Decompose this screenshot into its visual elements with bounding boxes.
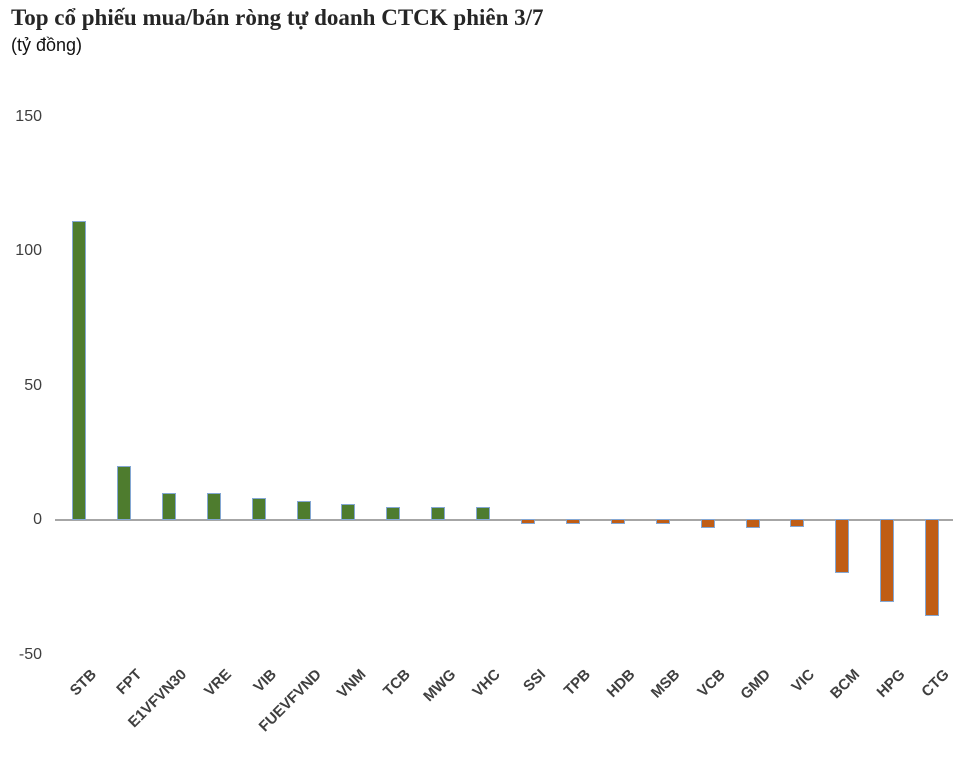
bar-hpg — [880, 519, 895, 603]
bar-e1vfvn30 — [161, 493, 176, 520]
bar-vre — [206, 493, 221, 520]
x-tick-label-msb: MSB — [648, 666, 684, 702]
bar-vib — [251, 498, 266, 520]
bar-bcm — [835, 519, 850, 573]
x-tick-label-fpt: FPT — [112, 666, 145, 699]
x-tick-label-ssi: SSI — [519, 666, 550, 696]
bar-ssi — [521, 519, 535, 525]
x-tick-label-hdb: HDB — [603, 666, 639, 702]
x-tick-label-mwg: MWG — [420, 666, 460, 706]
bar-tcb — [386, 506, 401, 520]
bar-fpt — [116, 466, 131, 520]
bar-vcb — [700, 519, 715, 529]
bar-msb — [655, 519, 670, 525]
x-tick-label-vcb: VCB — [694, 666, 729, 701]
bar-hdb — [610, 519, 625, 525]
y-tick-label: 100 — [15, 242, 42, 259]
y-tick-label: 150 — [15, 107, 42, 125]
x-tick-label-vib: VIB — [249, 666, 280, 696]
x-tick-label-vic: VIC — [788, 666, 819, 696]
bar-stb — [72, 221, 86, 520]
x-tick-label-tcb: TCB — [380, 666, 415, 700]
bar-fuevfvnd — [296, 501, 311, 520]
bar-vic — [790, 519, 805, 528]
bar-mwg — [431, 506, 446, 520]
x-tick-label-ctg: CTG — [918, 666, 954, 701]
x-tick-label-vre: VRE — [200, 666, 235, 700]
x-tick-label-gmd: GMD — [736, 666, 774, 703]
x-tick-label-stb: STB — [66, 666, 101, 700]
chart-unit-label: (tỷ đồng) — [11, 35, 83, 55]
x-axis-line — [55, 519, 953, 521]
bar-ctg — [925, 519, 940, 616]
x-tick-label-vhc: VHC — [469, 666, 505, 701]
y-tick-label: -50 — [18, 645, 42, 663]
chart-title: Top cổ phiếu mua/bán ròng tự doanh CTCK … — [11, 5, 544, 30]
bar-tpb — [565, 519, 580, 525]
x-tick-label-vnm: VNM — [333, 666, 370, 702]
bar-vnm — [341, 503, 356, 520]
bar-gmd — [745, 519, 760, 529]
x-tick-label-bcm: BCM — [827, 666, 864, 703]
y-tick-label: 50 — [24, 376, 42, 394]
bar-vhc — [476, 506, 491, 520]
y-tick-label: 0 — [33, 511, 42, 528]
x-tick-label-tpb: TPB — [560, 666, 594, 700]
x-tick-label-hpg: HPG — [873, 666, 909, 702]
